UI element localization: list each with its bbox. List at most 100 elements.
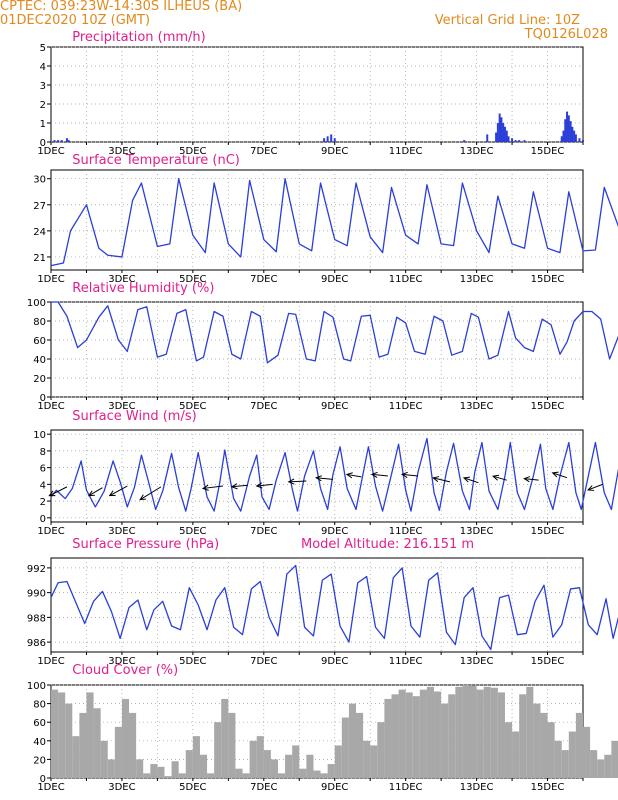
panel-1: 0 1 2 3 4 5 1DEC 3DEC 5DEC 7DEC 9DEC 11DEC 13DEC 15DE…	[37, 30, 584, 157]
y-tick-label: 27	[33, 201, 46, 212]
cloud-bar	[277, 773, 286, 778]
cloud-bar	[114, 726, 122, 778]
wind-arrowhead	[108, 490, 116, 497]
cloud-bar	[185, 750, 193, 778]
x-tick-label: 5DEC	[179, 782, 206, 793]
x-tick-label: 1DEC	[37, 782, 64, 793]
wind-arrowhead	[492, 474, 500, 481]
x-tick-label: 3DEC	[108, 146, 135, 157]
x-tick-label: 13DEC	[460, 526, 494, 537]
x-tick-label: 11DEC	[389, 401, 423, 412]
precip-bar	[326, 136, 329, 142]
cloud-bar	[419, 689, 427, 778]
y-tick-label: 100	[27, 681, 46, 692]
y-tick-label: 20	[33, 374, 46, 385]
y-tick-label: 0	[40, 393, 46, 404]
y-tick-label: 21	[33, 253, 46, 264]
x-tick-label: 1DEC	[37, 656, 64, 667]
cloud-bar	[334, 745, 342, 778]
y-tick-label: 60	[33, 336, 46, 347]
panel-frame	[50, 169, 584, 271]
precip-bar	[333, 138, 336, 142]
x-tick-label: 3DEC	[108, 274, 135, 285]
x-tick-label: 7DEC	[250, 656, 277, 667]
panel-6: 0 20 40 60 80 100 1DEC 3DEC 5DEC 7DEC 9DEC 11DEC 13D…	[27, 663, 618, 793]
y-tick-label: 80	[33, 700, 46, 711]
precip-bar	[574, 134, 577, 142]
precip-bar	[514, 140, 517, 142]
wind-vector	[371, 473, 388, 477]
cloud-bar	[526, 686, 534, 778]
x-tick-label: 9DEC	[321, 274, 348, 285]
y-tick-label: 80	[33, 317, 46, 328]
wind-arrowhead	[370, 471, 378, 478]
precip-bar	[486, 134, 489, 142]
precip-bar	[511, 138, 514, 142]
cloud-bar	[292, 745, 300, 778]
wind-vector	[88, 487, 103, 497]
cloud-bar	[391, 694, 399, 778]
wind-vector	[139, 486, 162, 501]
series-line	[50, 178, 618, 267]
panel-title: Surface Temperature (nC)	[72, 153, 240, 168]
cloud-bar	[583, 726, 591, 778]
x-tick-label: 11DEC	[389, 782, 423, 793]
cloud-bar	[313, 770, 321, 778]
precip-bar	[582, 140, 584, 142]
y-tick-label: 3	[40, 81, 46, 92]
precip-bar	[507, 136, 510, 142]
y-tick-label: 40	[33, 355, 46, 366]
precip-bar	[505, 130, 508, 142]
y-tick-label: 8	[40, 447, 46, 458]
cloud-bar	[597, 759, 605, 778]
x-tick-label: 11DEC	[389, 526, 423, 537]
x-tick-label: 11DEC	[389, 146, 423, 157]
precip-bar	[566, 111, 569, 142]
cloud-bar	[178, 773, 186, 778]
wind-arrowhead	[255, 482, 263, 489]
precip-bar	[463, 140, 466, 142]
cloud-bar	[575, 712, 583, 778]
panel-frame	[50, 429, 584, 523]
wind-arrowhead	[315, 475, 322, 482]
precip-bar	[67, 140, 70, 142]
cloud-bar	[476, 689, 484, 778]
cloud-bar	[136, 759, 144, 778]
precip-bar	[502, 123, 505, 142]
x-tick-label: 13DEC	[460, 656, 494, 667]
precip-bar	[578, 138, 581, 142]
x-tick-label: 13DEC	[460, 274, 494, 285]
cloud-bar	[157, 766, 165, 778]
cloud-bar	[490, 687, 498, 778]
wind-vector	[463, 477, 479, 484]
cloud-bar	[469, 685, 477, 778]
cloud-bar	[384, 698, 392, 778]
precip-bar	[323, 138, 326, 142]
wind-vector	[433, 477, 451, 483]
x-tick-label: 15DEC	[531, 782, 565, 793]
precip-bar	[560, 136, 563, 142]
y-tick-label: 24	[33, 227, 46, 238]
x-tick-label: 7DEC	[250, 401, 277, 412]
panel-frame	[50, 557, 584, 653]
precip-bar	[330, 134, 333, 142]
series-line	[50, 437, 618, 512]
y-tick-label: 10	[33, 430, 46, 441]
y-tick-label: 20	[33, 755, 46, 766]
cloud-bar	[441, 703, 449, 778]
cloud-bar	[455, 686, 463, 778]
wind-arrowhead	[400, 471, 408, 478]
x-tick-label: 5DEC	[179, 656, 206, 667]
precip-bar	[495, 132, 498, 142]
wind-vector	[587, 483, 603, 491]
wind-vector	[288, 480, 307, 483]
series-line	[50, 564, 618, 651]
x-tick-label: 9DEC	[321, 656, 348, 667]
cloud-bar	[121, 698, 130, 778]
cloud-bar	[79, 712, 87, 778]
y-tick-label: 40	[33, 737, 46, 748]
y-tick-label: 6	[40, 464, 46, 475]
cloud-bar	[207, 773, 215, 778]
wind-arrowhead	[48, 490, 56, 497]
y-tick-label: 0	[40, 514, 46, 525]
